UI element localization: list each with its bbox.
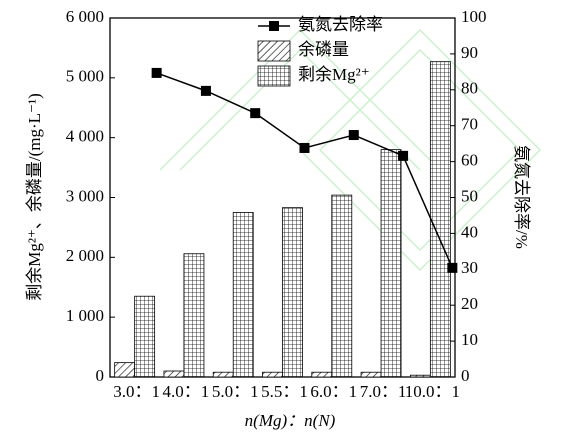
y-tick-label: 5 000 — [66, 67, 104, 86]
bar — [311, 371, 333, 378]
bar — [360, 371, 382, 378]
legend-swatch — [257, 65, 291, 87]
y2-tick-label: 100 — [461, 7, 487, 26]
bar — [212, 371, 234, 378]
legend-label: 余磷量 — [298, 40, 349, 59]
y2-axis-label: 氨氮去除率/% — [512, 145, 531, 249]
legend-label: 氨氮去除率 — [298, 15, 383, 34]
y2-tick-label: 40 — [461, 222, 478, 241]
bar — [134, 295, 156, 378]
y2-tick-label: 90 — [461, 43, 478, 62]
y2-tick-label: 80 — [461, 79, 478, 98]
marker — [348, 130, 359, 141]
x-tick-label: 4.0：1 — [163, 382, 210, 401]
y-tick-label: 1 000 — [66, 306, 104, 325]
x-tick-label: 5.5：1 — [261, 382, 308, 401]
bar — [331, 194, 353, 378]
y2-tick-label: 0 — [461, 366, 470, 385]
marker — [447, 262, 458, 273]
legend-swatch — [257, 40, 291, 62]
bar — [429, 61, 451, 378]
x-tick-label: 3.0：1 — [113, 382, 160, 401]
bar — [114, 362, 136, 378]
y2-tick-label: 70 — [461, 115, 478, 134]
x-tick-label: 10.0：1 — [405, 382, 460, 401]
y-axis-label: 剩余Mg²⁺、余磷量/(mg·L⁻¹) — [25, 93, 44, 301]
y2-tick-label: 50 — [461, 186, 478, 205]
x-tick-label: 7.0：1 — [360, 382, 407, 401]
marker — [151, 67, 162, 78]
x-tick-label: 6.0：1 — [310, 382, 357, 401]
marker — [200, 85, 211, 96]
marker — [250, 108, 261, 119]
bar — [409, 374, 431, 378]
y2-tick-label: 30 — [461, 258, 478, 277]
y-tick-label: 0 — [96, 366, 105, 385]
x-tick-label: 5.0：1 — [212, 382, 259, 401]
y2-tick-label: 60 — [461, 151, 478, 170]
bar — [262, 371, 283, 378]
legend-label: 剩余Mg²⁺ — [298, 65, 370, 84]
y-tick-label: 4 000 — [66, 127, 104, 146]
y2-tick-label: 20 — [461, 294, 478, 313]
bar — [163, 370, 185, 378]
y-tick-label: 2 000 — [66, 246, 104, 265]
bar — [282, 207, 303, 378]
marker — [398, 150, 409, 161]
y-tick-label: 3 000 — [66, 186, 104, 205]
bar — [232, 212, 254, 378]
x-axis-label: n(Mg)：n(N) — [245, 411, 336, 430]
bar — [183, 253, 205, 378]
y2-tick-label: 10 — [461, 330, 478, 349]
bar — [380, 149, 402, 378]
marker — [299, 142, 310, 153]
y-tick-label: 6 000 — [66, 7, 104, 26]
legend-marker — [269, 21, 279, 31]
